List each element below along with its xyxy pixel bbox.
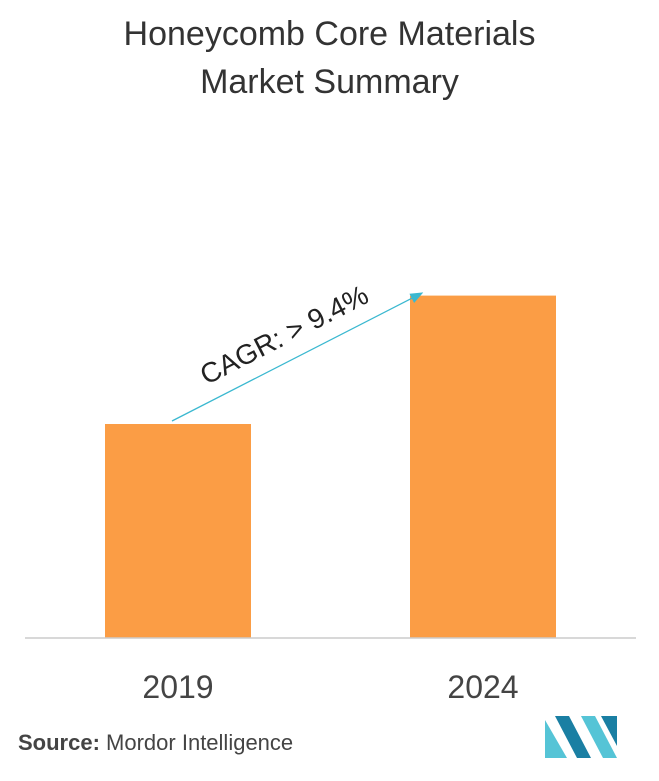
cagr-annotation: CAGR: > 9.4% <box>195 279 373 391</box>
source-note: Source: Mordor Intelligence <box>18 730 293 756</box>
bar-2024 <box>410 295 556 638</box>
x-tick-label: 2019 <box>142 669 213 705</box>
chart-title: Honeycomb Core Materials Market Summary <box>0 10 659 106</box>
x-tick-label: 2024 <box>447 669 518 705</box>
source-text: Mordor Intelligence <box>106 730 294 755</box>
title-line-1: Honeycomb Core Materials <box>123 15 536 53</box>
bar-2019 <box>105 424 251 638</box>
title-line-2: Market Summary <box>200 63 459 101</box>
source-label: Source: <box>18 730 100 755</box>
mordor-intelligence-logo-icon <box>545 716 617 758</box>
cagr-arrow <box>171 292 424 422</box>
